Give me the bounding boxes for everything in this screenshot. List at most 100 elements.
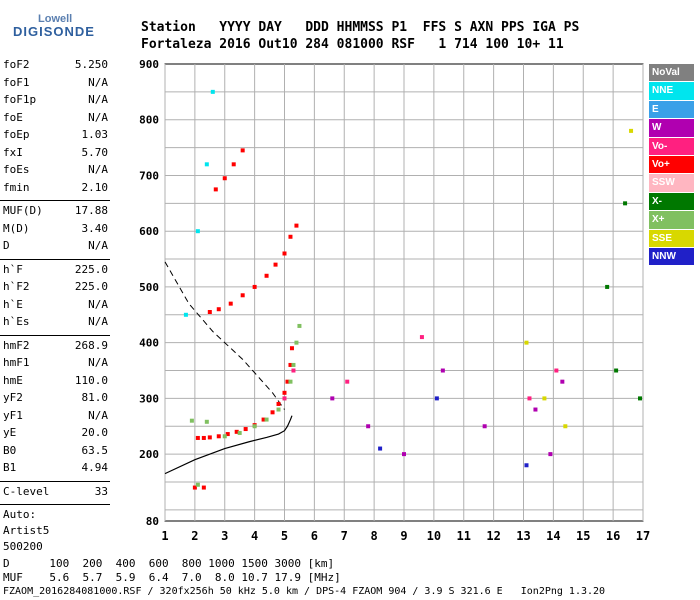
data-point	[276, 407, 281, 412]
data-point	[183, 312, 188, 317]
data-point	[270, 410, 275, 415]
profile-line	[164, 415, 293, 475]
legend-item: E	[649, 100, 694, 120]
data-point	[527, 396, 532, 401]
data-point	[243, 427, 248, 432]
x-tick-label: 8	[371, 529, 378, 543]
data-point	[378, 446, 383, 451]
param-value: 225.0	[74, 262, 108, 276]
data-point	[252, 424, 257, 429]
data-point	[614, 368, 619, 373]
data-point	[482, 424, 487, 429]
footer-file-info: FZAOM_2016284081000.RSF / 320fx256h 50 k…	[3, 586, 606, 597]
data-point	[282, 251, 287, 256]
data-point	[207, 435, 212, 440]
parameters-panel: foF2 5.250 foF1 N/A foF1p N/A foE N/A foEp 1.03 fx…	[0, 58, 110, 556]
param-row: foF2 5.250	[0, 58, 110, 76]
data-point	[195, 229, 200, 234]
param-value: 3.40	[81, 221, 109, 235]
header-labels: Station YYYY DAY DDD HHMMSS P1 FFS S AXN…	[141, 20, 580, 35]
param-value: 5.250	[74, 58, 108, 71]
param-name: MUF(D)	[3, 204, 43, 217]
param-row: hmF1 N/A	[0, 356, 110, 374]
y-tick-label: 500	[139, 281, 159, 294]
data-point	[201, 485, 206, 490]
data-point	[285, 379, 290, 384]
param-row: M(D) 3.40	[0, 222, 110, 240]
param-name: foE	[3, 110, 23, 124]
data-point	[216, 434, 221, 439]
x-tick-label: 2	[191, 529, 198, 543]
param-value: N/A	[88, 93, 108, 106]
x-tick-label: 9	[400, 529, 407, 543]
x-tick-label: 10	[427, 529, 441, 543]
data-point	[264, 417, 269, 422]
data-point	[207, 310, 212, 315]
data-point	[330, 396, 335, 401]
data-point	[282, 396, 287, 401]
param-name: D	[3, 239, 10, 252]
polarization-legend: NoVal NNE E W Vo- Vo+ SSW X- X+ SSE NNW	[649, 64, 694, 267]
param-row: C-level 33	[0, 485, 110, 503]
param-row: h`F 225.0	[0, 263, 110, 281]
param-name: h`E	[3, 297, 23, 311]
data-point	[201, 435, 206, 440]
param-value: N/A	[88, 110, 108, 124]
data-point	[419, 335, 424, 340]
data-point	[554, 368, 559, 373]
param-value: 81.0	[81, 391, 109, 404]
x-tick-label: 7	[341, 529, 348, 543]
y-tick-label: 700	[139, 169, 159, 182]
param-row: foEs N/A	[0, 163, 110, 181]
data-point	[237, 430, 242, 435]
data-point	[234, 429, 239, 434]
data-point	[638, 396, 643, 401]
data-point	[297, 323, 302, 328]
data-point	[524, 463, 529, 468]
data-point	[192, 485, 197, 490]
data-point	[605, 284, 610, 289]
param-separator	[0, 480, 110, 482]
x-tick-label: 1	[161, 529, 168, 543]
data-point	[533, 407, 538, 412]
param-name: M(D)	[3, 221, 30, 235]
param-value: N/A	[88, 75, 108, 89]
legend-item: NoVal	[649, 64, 694, 83]
x-tick-label: 5	[281, 529, 288, 543]
logo-brand-main: DIGISONDE	[13, 24, 95, 39]
param-row: B1 4.94	[0, 461, 110, 479]
param-value: 20.0	[81, 426, 109, 439]
logo-brand-top: Lowell	[38, 13, 73, 25]
data-point	[623, 201, 628, 206]
param-value: 268.9	[74, 338, 108, 352]
param-row: foE N/A	[0, 111, 110, 129]
legend-item: X-	[649, 192, 694, 212]
param-row: h`F2 225.0	[0, 280, 110, 298]
param-name: B1	[3, 461, 17, 474]
param-value: 33	[94, 484, 108, 498]
param-value: 225.0	[74, 280, 108, 293]
legend-item: SSW	[649, 174, 694, 193]
x-tick-label: 11	[457, 529, 471, 543]
param-row: hmF2 268.9	[0, 339, 110, 357]
param-row: fxI 5.70	[0, 146, 110, 164]
data-point	[195, 482, 200, 487]
data-point	[195, 435, 200, 440]
param-name: h`F2	[3, 280, 30, 293]
header-values: Fortaleza 2016 Out10 284 081000 RSF 1 71…	[141, 37, 564, 52]
data-point	[189, 418, 194, 423]
param-value: N/A	[88, 297, 108, 311]
data-point	[548, 452, 553, 457]
data-point	[252, 284, 257, 289]
param-name: foEs	[3, 163, 30, 176]
data-point	[213, 187, 218, 192]
param-value: N/A	[88, 163, 108, 176]
param-row: foF1 N/A	[0, 76, 110, 94]
data-point	[288, 234, 293, 239]
data-point	[563, 424, 568, 429]
param-name: hmF2	[3, 338, 30, 352]
param-name: fmin	[3, 180, 30, 194]
data-point	[204, 162, 209, 167]
data-point	[204, 419, 209, 424]
param-separator	[0, 334, 110, 336]
